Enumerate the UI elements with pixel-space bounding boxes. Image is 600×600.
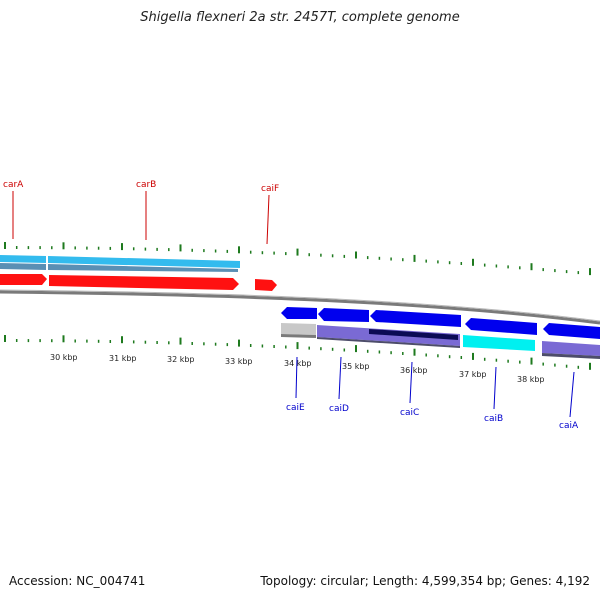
scale-label: 33 kbp: [225, 357, 253, 366]
cog-bar-reverse-2: [317, 325, 460, 346]
map-title: Shigella flexneri 2a str. 2457T, complet…: [140, 10, 460, 25]
cog-bar-reverse-2-shadow: [317, 337, 460, 348]
cog-bar-forward-1: [0, 255, 46, 263]
scale-label: 34 kbp: [284, 359, 312, 368]
leader-line-caiE: [295, 356, 298, 399]
leader-line-caiB: [493, 366, 497, 410]
genome-backbone-highlight: [0, 289, 600, 322]
cog-bar-reverse-1-shadow: [281, 334, 316, 338]
cog-bar-forward-1-shadow: [0, 263, 46, 270]
reverse-gene-labels: caiE caiD caiC caiB caiA: [286, 356, 579, 431]
gene-arrow-caiB[interactable]: [465, 318, 537, 335]
scale-label: 36 kbp: [400, 366, 428, 375]
leader-line-caiC: [409, 361, 413, 404]
gene-label-caiD[interactable]: caiD: [329, 404, 349, 414]
cog-bar-reverse-3: [463, 335, 535, 351]
forward-cog-track: [0, 255, 240, 272]
leader-line-caiA: [569, 371, 575, 418]
leader-line-caiF: [266, 194, 270, 245]
cog-bar-forward-2-shadow: [48, 264, 238, 272]
gene-label-caiC[interactable]: caiC: [400, 408, 419, 418]
gene-arrow-caiD[interactable]: [318, 308, 369, 322]
accession-text: Accession: NC_004741: [9, 574, 146, 588]
cog-bar-forward-2: [48, 256, 240, 268]
gene-arrow-carA[interactable]: [0, 274, 47, 285]
upper-tick-row: [4, 242, 591, 276]
reverse-cog-track: [281, 323, 600, 359]
scale-label: 38 kbp: [517, 375, 545, 384]
gene-arrow-caiA[interactable]: [543, 323, 600, 339]
gene-label-caiA[interactable]: caiA: [559, 421, 579, 431]
scale-labels: 30 kbp 31 kbp 32 kbp 33 kbp 34 kbp 35 kb…: [50, 353, 545, 384]
scale-label: 31 kbp: [109, 354, 137, 363]
genome-summary-text: Topology: circular; Length: 4,599,354 bp…: [260, 574, 590, 588]
gene-label-carB[interactable]: carB: [136, 180, 156, 190]
leader-line-caiD: [338, 356, 342, 400]
scale-label: 30 kbp: [50, 353, 78, 362]
lower-tick-row: [4, 335, 591, 370]
scale-label: 35 kbp: [342, 362, 370, 371]
gene-label-caiB[interactable]: caiB: [484, 414, 503, 424]
gene-arrow-caiE[interactable]: [281, 307, 317, 319]
gene-label-caiE[interactable]: caiE: [286, 403, 305, 413]
gene-arrow-caiF[interactable]: [255, 279, 277, 291]
reverse-gene-track: [281, 307, 600, 339]
gene-arrow-caiC[interactable]: [370, 310, 461, 327]
cog-bar-reverse-1: [281, 323, 316, 335]
gene-arrow-carB[interactable]: [49, 275, 239, 290]
forward-gene-track: [0, 274, 277, 291]
cog-bar-reverse-4: [542, 341, 600, 356]
cog-bar-reverse-2-inner: [369, 329, 458, 340]
scale-label: 37 kbp: [459, 370, 487, 379]
gene-label-carA[interactable]: carA: [3, 180, 24, 190]
forward-gene-labels: carA carB caiF: [3, 180, 279, 245]
scale-label: 32 kbp: [167, 355, 195, 364]
gene-label-caiF[interactable]: caiF: [261, 184, 279, 194]
genome-backbone: [0, 290, 600, 325]
cog-bar-reverse-4-shadow: [542, 353, 600, 359]
